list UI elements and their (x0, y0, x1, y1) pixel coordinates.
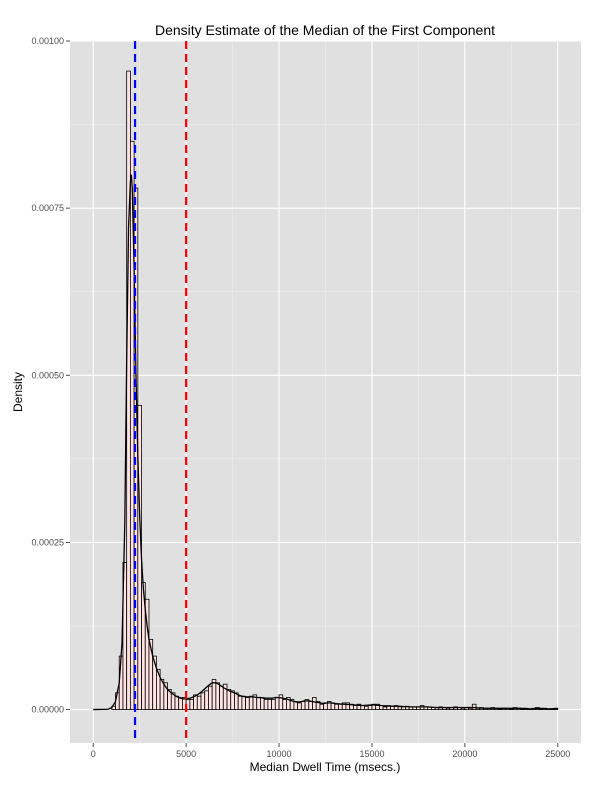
histogram-bar (445, 707, 451, 710)
histogram-bar (419, 705, 425, 710)
y-axis-ticks: 0.00000 0.00025 0.00050 0.00075 0.00100 (31, 36, 70, 715)
histogram-bar (215, 682, 220, 710)
histogram-bar (248, 695, 254, 710)
x-tick-label: 15000 (359, 749, 384, 759)
reference-lines (133, 41, 188, 743)
histogram-bar (260, 697, 265, 710)
histogram-bar (245, 697, 250, 710)
y-tick-label: 0.00000 (31, 705, 64, 715)
histogram-bar (208, 685, 213, 710)
histogram-bar (211, 679, 217, 710)
x-axis-ticks: 0 5000 10000 15000 20000 25000 (91, 743, 570, 759)
histogram-bar (226, 689, 232, 710)
histogram-bar (308, 701, 313, 710)
y-tick-label: 0.00025 (31, 537, 64, 547)
histogram-bar (509, 708, 514, 710)
minor-grid (70, 41, 581, 743)
histogram-bar (256, 697, 261, 710)
histogram-bar (334, 703, 339, 710)
histogram-bar (364, 705, 369, 710)
histogram-bar (274, 697, 280, 710)
histogram-bar (189, 699, 194, 710)
histogram-bar (263, 699, 269, 710)
histogram-bar (319, 703, 325, 710)
density-curve (93, 174, 558, 711)
histogram-bar (382, 706, 388, 710)
histogram-bar (297, 702, 302, 710)
histogram-bar (352, 705, 358, 710)
histogram-bar (174, 695, 180, 710)
histogram-bar (401, 706, 406, 710)
histogram-bar (282, 699, 287, 710)
y-tick-label: 0.00100 (31, 36, 64, 46)
histogram-bar (397, 706, 403, 710)
histogram-bar (468, 707, 473, 710)
x-axis-label: Median Dwell Time (msecs.) (250, 760, 401, 774)
histogram-bar (204, 690, 209, 710)
chart-title: Density Estimate of the Median of the Fi… (155, 22, 495, 38)
histogram-bar (267, 699, 273, 710)
histogram-bar (241, 695, 246, 710)
histogram-bar (196, 695, 202, 710)
x-tick-label: 0 (91, 749, 96, 759)
histogram-bar (338, 703, 343, 710)
histogram-bar (367, 705, 373, 710)
histogram-bar (312, 697, 317, 710)
x-tick-label: 20000 (452, 749, 477, 759)
histogram-bar (300, 701, 306, 710)
histogram-bar (219, 685, 224, 710)
y-tick-label: 0.00050 (31, 370, 64, 380)
histogram-bar (234, 692, 239, 710)
histogram-bar (460, 707, 466, 710)
histogram-bar (126, 70, 131, 710)
histogram-bar (230, 690, 235, 710)
x-tick-label: 25000 (545, 749, 570, 759)
histogram-bar (271, 699, 276, 710)
x-tick-label: 10000 (267, 749, 292, 759)
x-tick-label: 5000 (176, 749, 196, 759)
histogram-bar (237, 695, 243, 710)
y-axis-label: Density (11, 372, 25, 412)
histogram-bar (471, 703, 477, 710)
histogram-bar (200, 692, 206, 710)
y-tick-label: 0.00075 (31, 203, 64, 213)
histogram-bar (497, 708, 503, 710)
